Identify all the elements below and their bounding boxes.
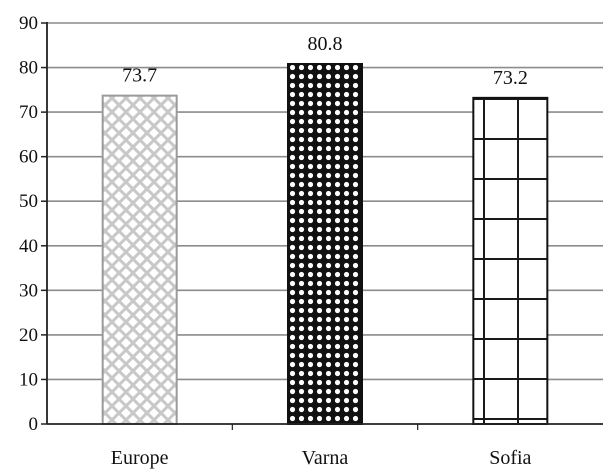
x-axis-labels: Europe Varna Sofia	[111, 447, 532, 469]
bar-europe	[101, 94, 178, 426]
axes	[46, 22, 603, 430]
y-tick-label: 30	[19, 280, 38, 301]
data-label: 73.2	[493, 67, 528, 89]
y-tick-label: 60	[19, 147, 38, 168]
data-labels: 73.7 80.8 73.2	[122, 33, 528, 89]
x-category-label: Sofia	[489, 447, 531, 469]
x-category-label: Varna	[302, 447, 349, 469]
y-tick-label: 20	[19, 325, 38, 346]
data-label: 73.7	[122, 65, 157, 87]
bar-sofia	[472, 96, 549, 425]
bar-varna	[287, 62, 363, 425]
x-category-label: Europe	[111, 447, 169, 469]
bars	[101, 62, 549, 426]
y-tick-label: 50	[19, 191, 38, 212]
y-tick-label: 80	[19, 58, 38, 79]
y-tick-label: 10	[19, 369, 38, 390]
y-tick-label: 40	[19, 236, 38, 257]
y-axis-ticks: 0 10 20 30 40 50 60 70 80 90	[19, 13, 47, 435]
y-tick-label: 90	[19, 13, 38, 34]
y-tick-label: 0	[29, 414, 39, 435]
y-tick-label: 70	[19, 102, 38, 123]
data-label: 80.8	[308, 33, 343, 55]
